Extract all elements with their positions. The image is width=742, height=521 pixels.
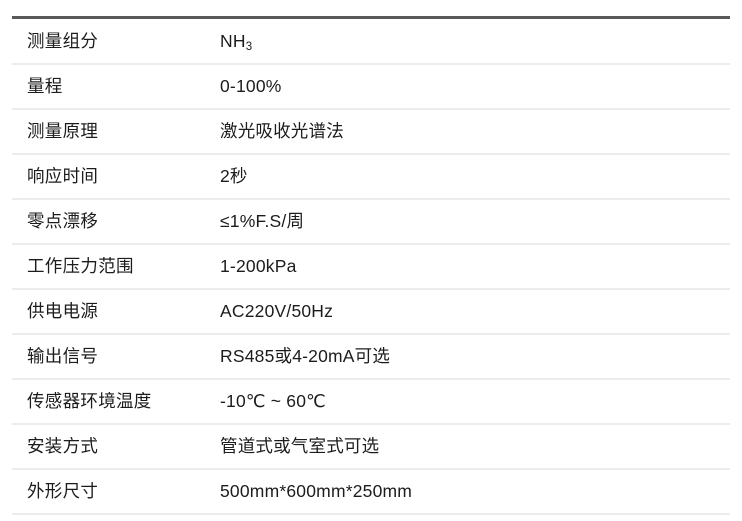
table-row: 工作压力范围 1-200kPa bbox=[12, 244, 730, 290]
specification-table: 测量组分 NH3 量程 0-100% 测量原理 激光吸收光谱法 响应时间 2秒 零点漂移 ≤1%F… bbox=[12, 16, 730, 515]
table-row: 测量原理 激光吸收光谱法 bbox=[12, 109, 730, 155]
spec-value: ≤1%F.S/周 bbox=[220, 199, 730, 245]
spec-value-subscript: 3 bbox=[245, 41, 253, 54]
spec-label: 安装方式 bbox=[12, 424, 220, 470]
spec-label: 量程 bbox=[12, 64, 220, 110]
table-row: 零点漂移 ≤1%F.S/周 bbox=[12, 199, 730, 245]
spec-value: RS485或4-20mA可选 bbox=[220, 334, 730, 380]
spec-label: 零点漂移 bbox=[12, 199, 220, 245]
spec-value: 管道式或气室式可选 bbox=[220, 424, 730, 470]
spec-value: -10℃ ~ 60℃ bbox=[220, 379, 730, 425]
spec-label: 供电电源 bbox=[12, 289, 220, 335]
spec-label: 输出信号 bbox=[12, 334, 220, 380]
table-row: 响应时间 2秒 bbox=[12, 154, 730, 200]
spec-label: 传感器环境温度 bbox=[12, 379, 220, 425]
spec-value: 激光吸收光谱法 bbox=[220, 109, 730, 155]
table-row: 量程 0-100% bbox=[12, 64, 730, 110]
spec-label: 外形尺寸 bbox=[12, 469, 220, 515]
spec-value: 1-200kPa bbox=[220, 244, 730, 290]
table-top-rule bbox=[12, 16, 730, 20]
table-top-rule-right bbox=[220, 16, 730, 20]
spec-value-text: NH bbox=[220, 30, 246, 51]
table-row: 安装方式 管道式或气室式可选 bbox=[12, 424, 730, 470]
spec-label: 工作压力范围 bbox=[12, 244, 220, 290]
spec-label: 测量原理 bbox=[12, 109, 220, 155]
table-row: 传感器环境温度 -10℃ ~ 60℃ bbox=[12, 379, 730, 425]
specification-table-body: 测量组分 NH3 量程 0-100% 测量原理 激光吸收光谱法 响应时间 2秒 零点漂移 ≤1%F… bbox=[12, 16, 730, 515]
spec-value: 500mm*600mm*250mm bbox=[220, 469, 730, 515]
spec-value: AC220V/50Hz bbox=[220, 289, 730, 335]
spec-value: 2秒 bbox=[220, 154, 730, 200]
spec-label: 测量组分 bbox=[12, 19, 220, 65]
table-top-rule-left bbox=[12, 16, 220, 20]
spec-value: NH3 bbox=[220, 19, 730, 65]
table-row: 供电电源 AC220V/50Hz bbox=[12, 289, 730, 335]
table-row: 外形尺寸 500mm*600mm*250mm bbox=[12, 469, 730, 515]
spec-label: 响应时间 bbox=[12, 154, 220, 200]
table-row: 测量组分 NH3 bbox=[12, 19, 730, 65]
spec-value: 0-100% bbox=[220, 64, 730, 110]
table-row: 输出信号 RS485或4-20mA可选 bbox=[12, 334, 730, 380]
